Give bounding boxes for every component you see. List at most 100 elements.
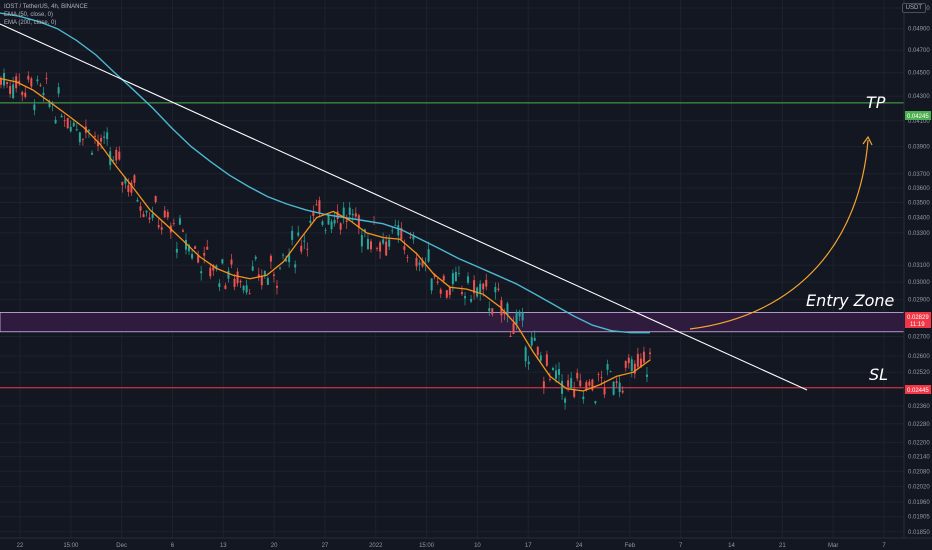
candle-body xyxy=(324,230,327,231)
candle-body xyxy=(379,242,382,252)
candle-body xyxy=(118,151,121,160)
candle-body xyxy=(633,363,636,374)
svg-text:0.02445: 0.02445 xyxy=(907,388,929,394)
candle-body xyxy=(327,215,330,225)
candle-body xyxy=(130,182,133,193)
candle-body xyxy=(512,323,515,334)
candle-body xyxy=(142,214,145,217)
candle-body xyxy=(133,175,136,183)
candle-body xyxy=(397,225,400,236)
candle-body xyxy=(409,237,412,239)
candle-body xyxy=(242,285,245,291)
chart-legend: IOST / TetherUS, 4h, BINANCE EMA (50, cl… xyxy=(4,3,88,27)
candle-body xyxy=(551,368,554,371)
candle-body xyxy=(87,129,90,132)
price-tick-label: 0.03600 xyxy=(908,186,930,192)
candle-body xyxy=(72,122,75,127)
candle-body xyxy=(382,239,385,244)
candle-body xyxy=(336,211,339,219)
price-tick-label: 0.02360 xyxy=(908,404,930,410)
candle-body xyxy=(357,215,360,228)
candle-body xyxy=(218,283,221,288)
candle-body xyxy=(57,87,60,94)
ema50-legend[interactable]: EMA (50, close, 0) xyxy=(4,12,54,18)
candle-body xyxy=(491,308,494,315)
candle-body xyxy=(385,241,388,256)
downtrend-line[interactable] xyxy=(0,23,808,391)
price-tick-label: 0.01905 xyxy=(908,515,930,521)
candle-body xyxy=(75,129,78,131)
candle-body xyxy=(348,207,351,215)
candle-body xyxy=(561,380,564,394)
time-axis-ticks[interactable]: 22 15:00 Dec 6 13 20 27 2022 15:00 10 17 24 Feb 7 14 21… xyxy=(17,543,887,549)
candle-body xyxy=(600,377,603,378)
candle-body xyxy=(245,285,248,293)
candle-body xyxy=(263,270,266,276)
candle-body xyxy=(239,280,242,283)
candle-body xyxy=(436,281,439,283)
tp-label: TP xyxy=(866,93,886,112)
svg-text:0.04245: 0.04245 xyxy=(907,114,929,120)
candle-body xyxy=(45,78,48,80)
candle-body xyxy=(597,373,600,375)
candle-body xyxy=(591,379,594,391)
time-tick-label: Mar xyxy=(828,543,838,549)
candle-body xyxy=(288,253,291,263)
candle-body xyxy=(363,229,366,232)
candle-body xyxy=(24,92,27,97)
candle-body xyxy=(9,85,12,94)
candle-body xyxy=(494,287,497,293)
price-axis[interactable] xyxy=(904,0,932,538)
candle-body xyxy=(300,245,303,252)
price-tick-label: 0.02520 xyxy=(908,370,930,376)
time-tick-label: 13 xyxy=(220,543,227,549)
symbol-title[interactable]: IOST / TetherUS, 4h, BINANCE xyxy=(4,4,88,10)
candle-body xyxy=(6,82,9,85)
candle-body xyxy=(215,265,218,270)
candle-body xyxy=(558,369,561,375)
candle-body xyxy=(621,390,624,393)
candle-body xyxy=(275,285,278,288)
candle-body xyxy=(391,230,394,232)
candle-body xyxy=(464,296,467,299)
price-tick-label: 0.02020 xyxy=(908,484,930,490)
price-tick-label: 0.04300 xyxy=(908,94,930,100)
candle-body xyxy=(121,181,124,186)
candle-body xyxy=(12,84,15,99)
candle-body xyxy=(351,213,354,216)
candle-body xyxy=(636,353,639,367)
price-tick-label: 0.03900 xyxy=(908,145,930,151)
candle-body xyxy=(606,364,609,370)
candle-body xyxy=(203,253,206,256)
projection-arrow xyxy=(689,139,869,330)
ema200-legend[interactable]: EMA (200, close, 0) xyxy=(4,20,57,26)
candle-body xyxy=(618,382,621,393)
candle-body xyxy=(145,210,148,213)
sl-label: SL xyxy=(869,365,888,384)
candle-body xyxy=(251,266,254,271)
candle-body xyxy=(200,271,203,274)
time-tick-label: 22 xyxy=(17,543,24,549)
candle-body xyxy=(154,196,157,203)
entry-zone-box xyxy=(0,312,905,333)
candle-body xyxy=(294,264,297,268)
grid-lines xyxy=(0,0,904,538)
candle-body xyxy=(230,259,233,265)
candle-body xyxy=(312,211,315,216)
candle-body xyxy=(127,185,130,192)
candle-body xyxy=(206,246,209,250)
candle-body xyxy=(227,270,230,279)
price-tick-label: 0.03400 xyxy=(908,215,930,221)
price-tick-label: 0.04900 xyxy=(908,27,930,33)
candle-body xyxy=(69,126,72,132)
candle-body xyxy=(627,357,630,364)
candle-body xyxy=(339,223,342,230)
price-tick-label: 0.01850 xyxy=(908,530,930,536)
candle-body xyxy=(269,255,272,262)
candle-body xyxy=(48,102,51,107)
candle-body xyxy=(649,352,651,355)
candle-body xyxy=(181,230,184,232)
currency-button[interactable]: USDT xyxy=(901,3,926,13)
candle-body xyxy=(321,221,324,225)
